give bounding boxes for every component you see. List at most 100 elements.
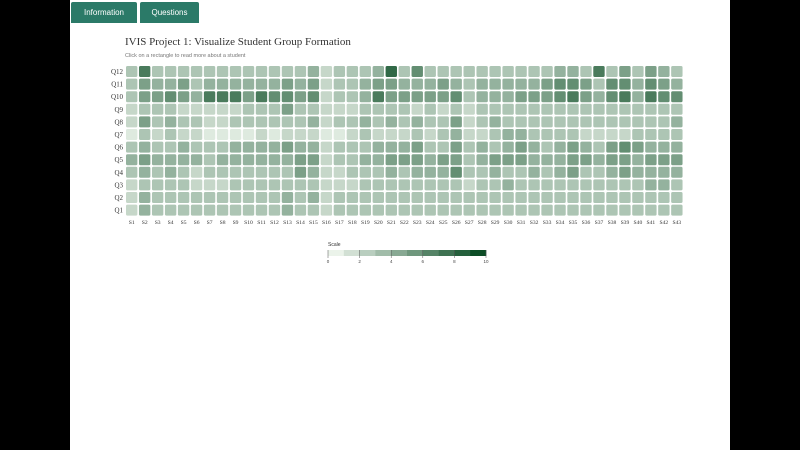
heatmap-cell[interactable] bbox=[658, 179, 670, 191]
heatmap-cell[interactable] bbox=[437, 66, 449, 77]
heatmap-cell[interactable] bbox=[126, 116, 138, 128]
heatmap-cell[interactable] bbox=[593, 103, 605, 115]
heatmap-cell[interactable] bbox=[658, 103, 670, 115]
heatmap-cell[interactable] bbox=[307, 91, 320, 103]
heatmap-cell[interactable] bbox=[671, 116, 683, 128]
heatmap-cell[interactable] bbox=[411, 116, 423, 128]
heatmap-cell[interactable] bbox=[151, 66, 164, 77]
heatmap-cell[interactable] bbox=[515, 91, 527, 103]
heatmap-cell[interactable] bbox=[424, 141, 436, 153]
heatmap-cell[interactable] bbox=[385, 179, 397, 191]
heatmap-cell[interactable] bbox=[333, 91, 346, 103]
heatmap-cell[interactable] bbox=[437, 78, 449, 90]
heatmap-cell[interactable] bbox=[567, 103, 579, 115]
heatmap-cell[interactable] bbox=[216, 103, 229, 115]
heatmap-cell[interactable] bbox=[450, 116, 462, 128]
heatmap-cell[interactable] bbox=[593, 166, 605, 178]
heatmap-cell[interactable] bbox=[502, 192, 514, 203]
heatmap-cell[interactable] bbox=[138, 103, 151, 115]
heatmap-cell[interactable] bbox=[203, 154, 216, 166]
heatmap-cell[interactable] bbox=[268, 103, 281, 115]
heatmap-cell[interactable] bbox=[229, 179, 242, 191]
heatmap-cell[interactable] bbox=[151, 116, 164, 128]
heatmap-cell[interactable] bbox=[385, 78, 397, 90]
heatmap-cell[interactable] bbox=[268, 116, 281, 128]
heatmap-cell[interactable] bbox=[229, 78, 242, 90]
heatmap-cell[interactable] bbox=[346, 129, 359, 140]
heatmap-cell[interactable] bbox=[281, 141, 294, 153]
heatmap-cell[interactable] bbox=[268, 66, 281, 77]
heatmap-cell[interactable] bbox=[190, 129, 203, 140]
heatmap-cell[interactable] bbox=[333, 179, 346, 191]
heatmap-cell[interactable] bbox=[372, 103, 384, 115]
heatmap-cell[interactable] bbox=[177, 103, 190, 115]
heatmap-cell[interactable] bbox=[333, 129, 346, 140]
heatmap-cell[interactable] bbox=[424, 204, 436, 216]
heatmap-cell[interactable] bbox=[450, 103, 462, 115]
heatmap-cell[interactable] bbox=[580, 91, 592, 103]
heatmap-cell[interactable] bbox=[333, 141, 346, 153]
heatmap-cell[interactable] bbox=[126, 204, 138, 216]
heatmap-cell[interactable] bbox=[671, 78, 683, 90]
heatmap-cell[interactable] bbox=[489, 116, 501, 128]
heatmap-cell[interactable] bbox=[177, 204, 190, 216]
heatmap-cell[interactable] bbox=[476, 154, 488, 166]
heatmap-cell[interactable] bbox=[502, 103, 514, 115]
heatmap-cell[interactable] bbox=[476, 192, 488, 203]
heatmap-cell[interactable] bbox=[242, 154, 255, 166]
heatmap-cell[interactable] bbox=[177, 166, 190, 178]
heatmap-cell[interactable] bbox=[567, 78, 579, 90]
heatmap-cell[interactable] bbox=[463, 129, 475, 140]
heatmap-cell[interactable] bbox=[242, 103, 255, 115]
heatmap-cell[interactable] bbox=[580, 204, 592, 216]
heatmap-cell[interactable] bbox=[554, 103, 566, 115]
heatmap-cell[interactable] bbox=[203, 192, 216, 203]
heatmap-cell[interactable] bbox=[281, 204, 294, 216]
heatmap-cell[interactable] bbox=[502, 78, 514, 90]
heatmap-cell[interactable] bbox=[437, 116, 449, 128]
heatmap-cell[interactable] bbox=[463, 66, 475, 77]
heatmap-cell[interactable] bbox=[515, 166, 527, 178]
heatmap-cell[interactable] bbox=[385, 129, 397, 140]
heatmap-cell[interactable] bbox=[151, 78, 164, 90]
heatmap-cell[interactable] bbox=[281, 192, 294, 203]
heatmap-cell[interactable] bbox=[372, 141, 384, 153]
heatmap-cell[interactable] bbox=[398, 91, 410, 103]
heatmap-cell[interactable] bbox=[372, 192, 384, 203]
heatmap-cell[interactable] bbox=[346, 154, 359, 166]
heatmap-cell[interactable] bbox=[528, 66, 540, 77]
heatmap-cell[interactable] bbox=[489, 66, 501, 77]
heatmap-cell[interactable] bbox=[489, 154, 501, 166]
heatmap-cell[interactable] bbox=[489, 204, 501, 216]
heatmap-cell[interactable] bbox=[606, 192, 618, 203]
heatmap-cell[interactable] bbox=[424, 66, 436, 77]
heatmap-cell[interactable] bbox=[515, 66, 527, 77]
heatmap-cell[interactable] bbox=[450, 192, 462, 203]
heatmap-cell[interactable] bbox=[281, 116, 294, 128]
heatmap-cell[interactable] bbox=[164, 129, 177, 140]
heatmap-cell[interactable] bbox=[463, 204, 475, 216]
heatmap-cell[interactable] bbox=[203, 179, 216, 191]
heatmap-cell[interactable] bbox=[359, 78, 372, 90]
heatmap-cell[interactable] bbox=[671, 91, 683, 103]
heatmap-cell[interactable] bbox=[385, 192, 397, 203]
heatmap-cell[interactable] bbox=[320, 78, 333, 90]
heatmap-cell[interactable] bbox=[268, 192, 281, 203]
heatmap-cell[interactable] bbox=[437, 91, 449, 103]
heatmap-cell[interactable] bbox=[320, 154, 333, 166]
heatmap-cell[interactable] bbox=[658, 204, 670, 216]
heatmap-cell[interactable] bbox=[320, 179, 333, 191]
heatmap-cell[interactable] bbox=[476, 103, 488, 115]
heatmap-cell[interactable] bbox=[151, 91, 164, 103]
heatmap-cell[interactable] bbox=[411, 179, 423, 191]
heatmap-cell[interactable] bbox=[541, 204, 553, 216]
heatmap-cell[interactable] bbox=[554, 129, 566, 140]
heatmap-cell[interactable] bbox=[632, 129, 644, 140]
heatmap-cell[interactable] bbox=[346, 66, 359, 77]
heatmap-cell[interactable] bbox=[216, 204, 229, 216]
heatmap-cell[interactable] bbox=[398, 141, 410, 153]
heatmap-cell[interactable] bbox=[619, 166, 631, 178]
heatmap-cell[interactable] bbox=[216, 66, 229, 77]
heatmap-cell[interactable] bbox=[567, 192, 579, 203]
heatmap-cell[interactable] bbox=[164, 166, 177, 178]
